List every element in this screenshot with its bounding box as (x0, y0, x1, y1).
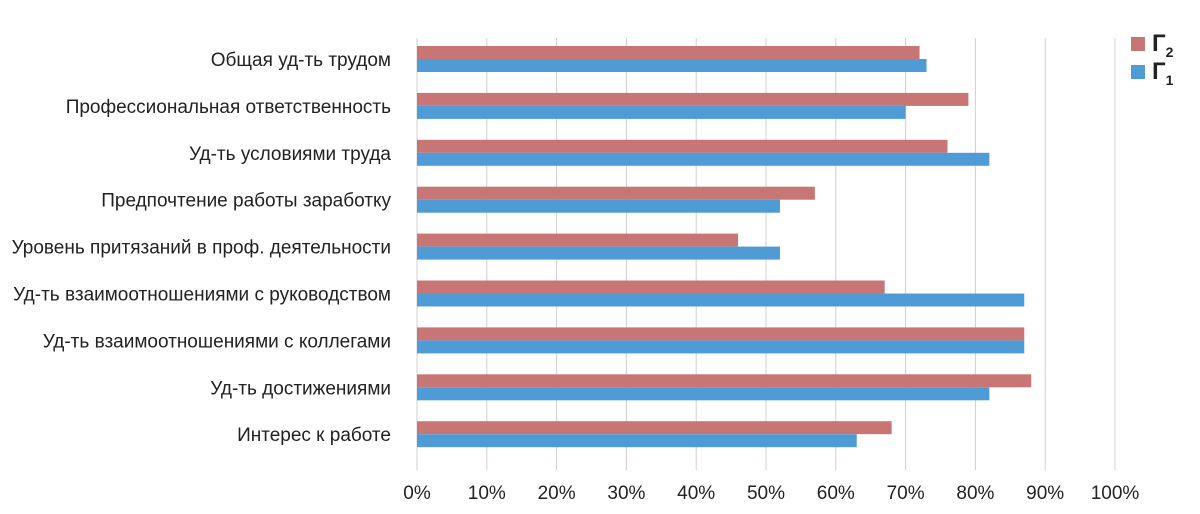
category-label: Уд-ть взаимоотношениями с коллегами (43, 331, 391, 352)
bar-г1 (417, 246, 780, 260)
bar-г1 (417, 387, 990, 401)
category-label: Профессиональная ответственность (66, 97, 391, 118)
legend-label: Г1 (1152, 58, 1174, 88)
bar-г1 (417, 340, 1025, 354)
category-label: Общая уд-ть трудом (211, 50, 391, 71)
category-label: Уровень притязаний в проф. деятельности (12, 238, 391, 259)
category-label: Предпочтение работы заработку (101, 191, 391, 212)
bar-г1 (417, 152, 990, 166)
bar-г2 (417, 139, 948, 153)
x-tick-label: 60% (817, 483, 855, 504)
bar-г1 (417, 199, 780, 213)
x-tick-labels: 0% 10% 20% 30% 40% 50% 60% 70% 80% 90% 100% (403, 483, 1139, 504)
x-tick-label: 80% (956, 483, 994, 504)
category-label: Уд-ть взаимоотношениями с руководством (13, 285, 391, 306)
bar-г1 (417, 434, 857, 448)
x-tick-label: 10% (468, 483, 506, 504)
bar-г2 (417, 327, 1025, 341)
x-tick-label: 50% (747, 483, 785, 504)
bar-г1 (417, 293, 1025, 307)
x-tick-label: 40% (677, 483, 715, 504)
bar-г1 (417, 59, 927, 72)
category-label: Уд-ть достижениями (210, 378, 391, 399)
bar-г2 (417, 46, 920, 59)
x-tick-label: 90% (1026, 483, 1064, 504)
x-tick-label: 70% (887, 483, 925, 504)
bar-г2 (417, 233, 739, 247)
x-tick-label: 30% (607, 483, 645, 504)
category-label: Интерес к работе (237, 425, 391, 446)
legend-swatch (1131, 65, 1145, 79)
x-tick-label: 100% (1091, 483, 1140, 504)
legend-label: Г2 (1152, 30, 1174, 60)
legend-swatch (1131, 37, 1145, 51)
bar-г2 (417, 92, 969, 106)
bar-г1 (417, 105, 906, 119)
x-tick-label: 20% (538, 483, 576, 504)
category-label: Уд-ть условиями труда (189, 144, 391, 165)
bar-г2 (417, 280, 885, 294)
x-tick-label: 0% (403, 483, 431, 504)
bar-г2 (417, 421, 892, 435)
bar-г2 (417, 186, 815, 200)
bars (417, 46, 1032, 448)
bar-г2 (417, 374, 1032, 388)
category-labels: Общая уд-ть трудом Профессиональная ответ… (12, 50, 392, 446)
